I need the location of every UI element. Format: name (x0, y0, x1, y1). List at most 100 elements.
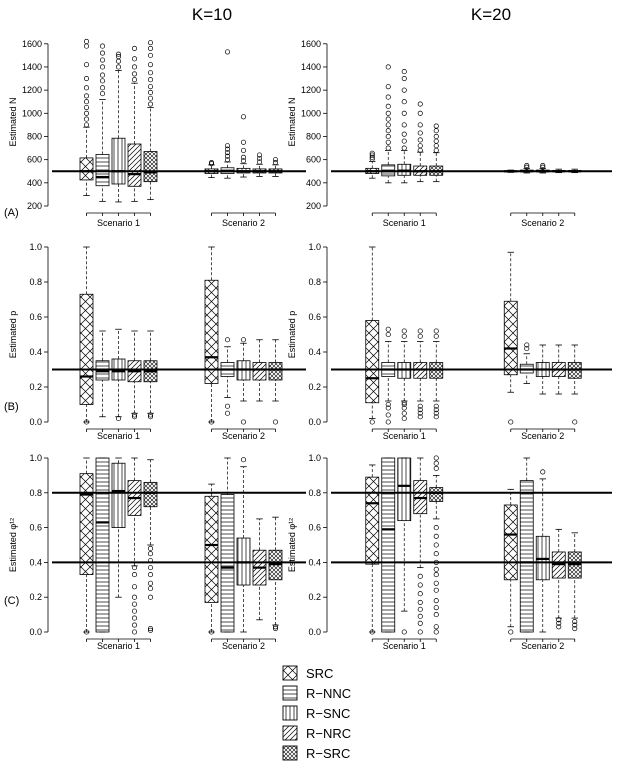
outlier-point (508, 419, 514, 425)
box-rnrc (252, 152, 267, 177)
outlier-point (433, 138, 439, 144)
y-tick-label: 1600 (22, 39, 42, 49)
y-tick-label: 200 (306, 201, 321, 211)
outlier-point (433, 525, 439, 531)
outlier-point (131, 45, 138, 51)
outlier-point (83, 116, 90, 122)
box-rsrc (143, 40, 158, 201)
outlier-point (99, 64, 106, 70)
outlier-point (417, 137, 423, 143)
y-tick-label: 0.4 (308, 347, 321, 357)
y-tick-label: 0.8 (29, 488, 42, 498)
box-rnnc (519, 457, 534, 633)
outlier-point (115, 415, 122, 422)
box-body (127, 143, 142, 187)
outlier-point (385, 401, 391, 408)
legend-item: R−NRC (282, 725, 351, 741)
outlier-point (83, 62, 90, 68)
outlier-point (131, 622, 138, 628)
outlier-point (417, 410, 423, 416)
box-body (79, 157, 94, 181)
outlier-point (417, 143, 423, 149)
outlier-point (99, 43, 106, 49)
y-tick-label: 0.0 (308, 417, 321, 427)
outlier-point (572, 619, 578, 625)
outlier-point (433, 587, 439, 593)
outlier-point (556, 620, 562, 626)
outlier-point (417, 591, 423, 597)
box-body (365, 320, 380, 404)
legend-swatch (282, 745, 298, 761)
outlier-point (572, 622, 578, 628)
legend-label: R−NRC (306, 726, 351, 741)
outlier-point (115, 58, 122, 64)
panel-C-K20: 0.0 0.2 0.4 0.6 0.8 1.0 Estimated φ¹² Scenario … (287, 453, 612, 651)
y-tick-label: 0.6 (29, 312, 42, 322)
outlier-point (524, 342, 530, 348)
box-src (365, 150, 380, 179)
outlier-point (147, 565, 154, 571)
outlier-point (417, 328, 423, 334)
y-axis-label: Estimated φ¹² (8, 518, 18, 572)
outlier-point (240, 154, 247, 160)
outlier-point (417, 407, 423, 413)
y-tick-label: 800 (306, 131, 321, 141)
outlier-point (131, 56, 138, 62)
outlier-point (99, 57, 106, 63)
y-tick-label: 400 (27, 178, 42, 188)
outlier-point (147, 572, 154, 578)
outlier-point (433, 407, 439, 413)
box-rsrc (268, 339, 283, 425)
legend-swatch (282, 725, 298, 741)
outlier-point (417, 573, 423, 579)
outlier-point (272, 419, 279, 425)
outlier-point (433, 612, 439, 618)
box-body (503, 504, 518, 581)
outlier-point (208, 629, 215, 635)
y-tick-label: 0.6 (308, 523, 321, 533)
y-tick-label: 1400 (22, 62, 42, 72)
scenario-label: Scenario 2 (521, 218, 564, 228)
legend-item: R−NNC (282, 685, 351, 701)
outlier-point (433, 605, 439, 611)
outlier-point (401, 405, 407, 411)
outlier-point (224, 410, 231, 416)
box-rsnc (111, 457, 126, 598)
outlier-point (131, 414, 138, 420)
outlier-point (131, 629, 138, 635)
y-tick-label: 0.4 (308, 557, 321, 567)
y-tick-label: 1200 (22, 85, 42, 95)
box-rsrc (567, 344, 582, 425)
outlier-point (401, 410, 407, 416)
outlier-point (540, 469, 546, 475)
box-rnnc (220, 337, 235, 416)
outlier-point (401, 131, 407, 137)
column-title-k20: K=20 (471, 5, 511, 24)
y-tick-label: 400 (306, 178, 321, 188)
outlier-point (83, 85, 90, 91)
outlier-point (83, 43, 90, 49)
outlier-point (401, 138, 407, 144)
panel-C-K10: 0.0 0.2 0.4 0.6 0.8 1.0 Estimated φ¹² Scenario … (8, 453, 306, 651)
scenario-group-1: Scenario 1 (79, 38, 158, 228)
legend-label: R−NNC (306, 686, 351, 701)
outlier-point (385, 110, 391, 116)
outlier-point (240, 457, 247, 463)
y-tick-label: 600 (27, 155, 42, 165)
box-rsrc (268, 516, 283, 632)
y-tick-label: 0.2 (308, 382, 321, 392)
box-rsnc (111, 328, 126, 422)
box-body (252, 362, 267, 381)
box-rsnc (397, 457, 412, 635)
outlier-point (433, 572, 439, 578)
box-rnnc (95, 457, 110, 633)
outlier-point (115, 51, 122, 57)
legend-label: R−SRC (306, 746, 350, 761)
box-body (79, 293, 94, 405)
box-rnnc (381, 457, 396, 633)
outlier-point (131, 572, 138, 578)
y-tick-label: 800 (27, 131, 42, 141)
outlier-point (433, 403, 439, 409)
outlier-point (131, 601, 138, 607)
